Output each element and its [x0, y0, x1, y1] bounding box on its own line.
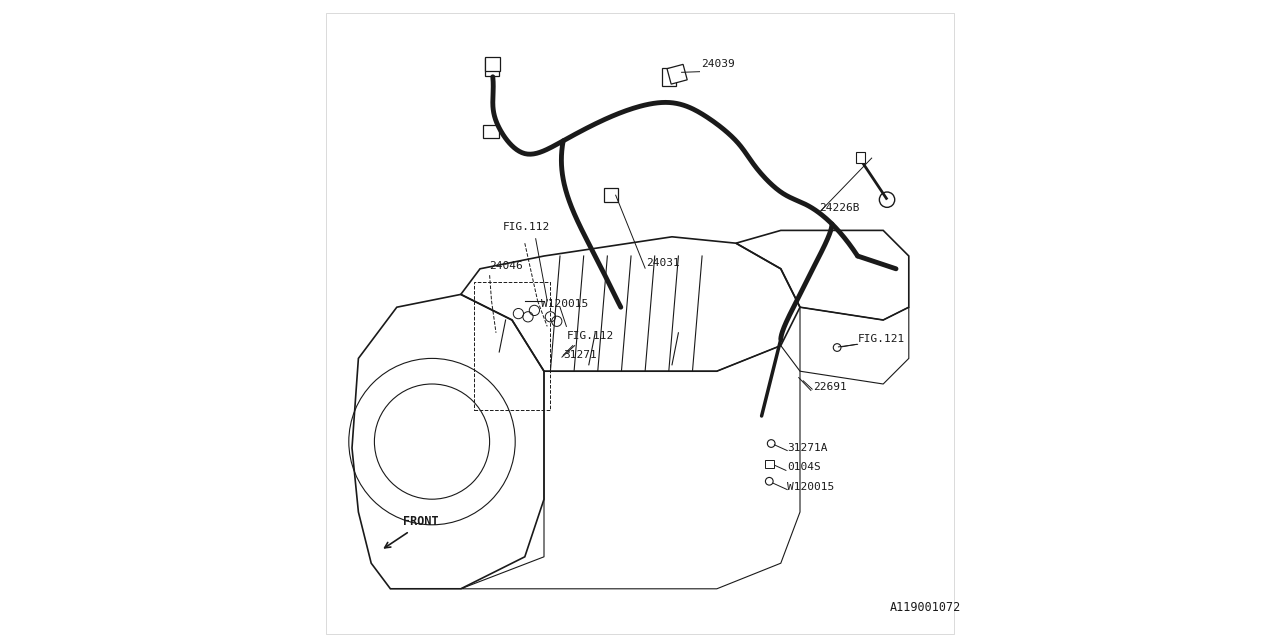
Text: 24046: 24046 — [490, 261, 524, 271]
Text: A119001072: A119001072 — [890, 602, 961, 614]
Bar — [765, 460, 773, 468]
Text: FRONT: FRONT — [403, 515, 439, 528]
Text: W120015: W120015 — [540, 300, 588, 309]
FancyBboxPatch shape — [604, 188, 618, 202]
Text: 24031: 24031 — [646, 258, 680, 268]
Text: FIG.112: FIG.112 — [566, 332, 613, 341]
Text: 24226B: 24226B — [819, 204, 860, 213]
Text: FIG.121: FIG.121 — [858, 334, 905, 344]
Bar — [667, 65, 687, 84]
Text: 31271A: 31271A — [787, 444, 828, 453]
Bar — [474, 282, 550, 410]
Text: W120015: W120015 — [787, 482, 835, 492]
Text: 22691: 22691 — [813, 383, 846, 392]
FancyBboxPatch shape — [485, 58, 499, 76]
FancyBboxPatch shape — [483, 125, 499, 138]
Text: 24039: 24039 — [701, 60, 735, 69]
Text: 0104S: 0104S — [787, 462, 820, 472]
Bar — [856, 152, 865, 163]
FancyBboxPatch shape — [662, 68, 676, 86]
Text: 31271: 31271 — [563, 351, 596, 360]
FancyBboxPatch shape — [485, 57, 500, 71]
Text: FIG.112: FIG.112 — [502, 223, 549, 232]
